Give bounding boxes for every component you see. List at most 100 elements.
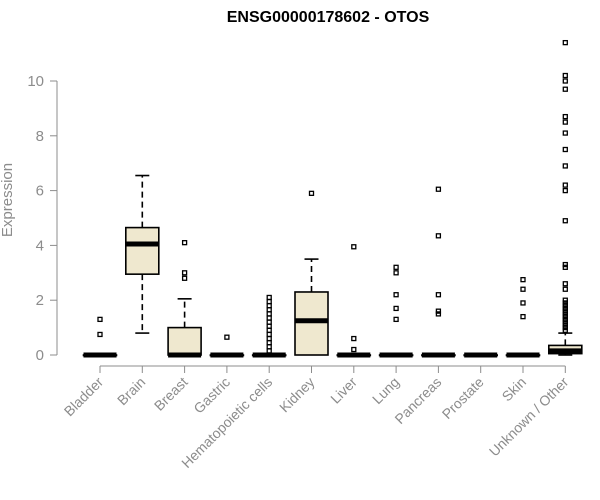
outlier-point — [266, 298, 272, 305]
x-tick-label: Liver — [327, 374, 360, 407]
outlier-point — [435, 292, 442, 298]
outlier-point — [562, 305, 568, 312]
box-group — [251, 294, 287, 358]
x-tick-label: Lung — [369, 374, 402, 407]
outlier-point — [266, 340, 272, 346]
outlier-point — [351, 346, 357, 353]
box-group — [336, 244, 372, 358]
box — [125, 226, 160, 275]
x-tick-label: Brain — [114, 374, 148, 408]
outlier-point — [562, 313, 568, 320]
plot-area — [82, 39, 583, 358]
outlier-point — [562, 300, 568, 306]
box-group — [378, 264, 414, 358]
outlier-point — [562, 303, 568, 309]
outlier-point — [266, 327, 272, 333]
outlier-point — [562, 261, 568, 268]
outlier-point — [266, 307, 272, 313]
outlier-point — [562, 327, 568, 333]
x-tick-label: Skin — [499, 374, 530, 405]
outlier-point — [266, 335, 272, 342]
y-tick-label: 0 — [36, 347, 44, 364]
x-tick-label: Breast — [151, 374, 191, 414]
y-axis-label: Expression — [0, 163, 16, 237]
outlier-point — [435, 311, 442, 317]
outlier-point — [562, 78, 568, 84]
outlier-point — [562, 286, 568, 292]
box-group — [125, 174, 160, 334]
outlier-point — [266, 323, 272, 329]
box-group — [167, 240, 202, 358]
y-tick-label: 10 — [27, 73, 44, 90]
x-tick-label: Pancreas — [391, 374, 444, 427]
x-tick-label: Kidney — [276, 374, 318, 416]
outlier-point — [351, 244, 357, 250]
outlier-point — [562, 130, 568, 136]
outlier-point — [351, 335, 357, 342]
outlier-point — [562, 119, 568, 125]
outlier-point — [520, 300, 526, 306]
outlier-point — [562, 319, 568, 325]
outlier-point — [562, 146, 568, 153]
outlier-point — [435, 186, 442, 192]
box-group — [209, 334, 245, 358]
y-tick-label: 4 — [36, 237, 44, 254]
box-group — [82, 316, 118, 358]
outlier-point — [520, 313, 526, 320]
outlier-point — [266, 303, 272, 309]
outlier-point — [266, 294, 272, 301]
box-group — [463, 352, 499, 358]
outlier-point — [562, 316, 568, 323]
outlier-point — [562, 72, 568, 79]
outlier-point — [181, 270, 188, 276]
x-tick-label: Prostate — [439, 374, 487, 422]
outlier-point — [181, 240, 188, 246]
outlier-point — [520, 286, 526, 292]
outlier-point — [562, 86, 568, 92]
outlier-point — [308, 190, 315, 196]
y-tick-label: 2 — [36, 292, 44, 309]
box-group — [294, 190, 329, 356]
outlier-point — [266, 331, 272, 338]
outlier-point — [562, 163, 568, 169]
outlier-point — [562, 308, 568, 314]
outlier-point — [181, 275, 188, 281]
outlier-point — [435, 233, 442, 239]
outlier-point — [562, 297, 568, 303]
outlier-point — [266, 348, 272, 354]
outlier-point — [393, 292, 399, 298]
x-tick-label: Unknown / Other — [486, 374, 572, 460]
outlier-point — [562, 113, 568, 120]
outlier-point — [393, 270, 399, 276]
outlier-point — [266, 315, 272, 321]
box — [294, 291, 329, 356]
outlier-point — [562, 187, 568, 194]
outlier-point — [393, 316, 399, 323]
outlier-point — [435, 308, 442, 314]
chart-title: ENSG00000178602 - OTOS — [227, 9, 430, 26]
outlier-point — [266, 344, 272, 350]
outlier-point — [562, 324, 568, 331]
outlier-point — [562, 218, 568, 224]
box-group — [547, 39, 583, 356]
x-tick-label: Bladder — [61, 374, 107, 420]
outlier-point — [266, 311, 272, 317]
outlier-point — [562, 311, 568, 317]
box-group — [505, 276, 541, 358]
outlier-point — [520, 276, 526, 283]
outlier-point — [97, 316, 103, 323]
outlier-point — [562, 281, 568, 287]
outlier-point — [224, 334, 230, 340]
outlier-point — [393, 305, 399, 312]
outlier-point — [393, 264, 399, 270]
outlier-point — [562, 39, 568, 46]
box-group — [421, 186, 456, 358]
outlier-point — [562, 264, 568, 270]
outlier-point — [562, 182, 568, 188]
box — [167, 326, 202, 356]
outlier-point — [562, 322, 568, 328]
y-tick-label: 6 — [36, 183, 44, 200]
outlier-point — [266, 319, 272, 325]
